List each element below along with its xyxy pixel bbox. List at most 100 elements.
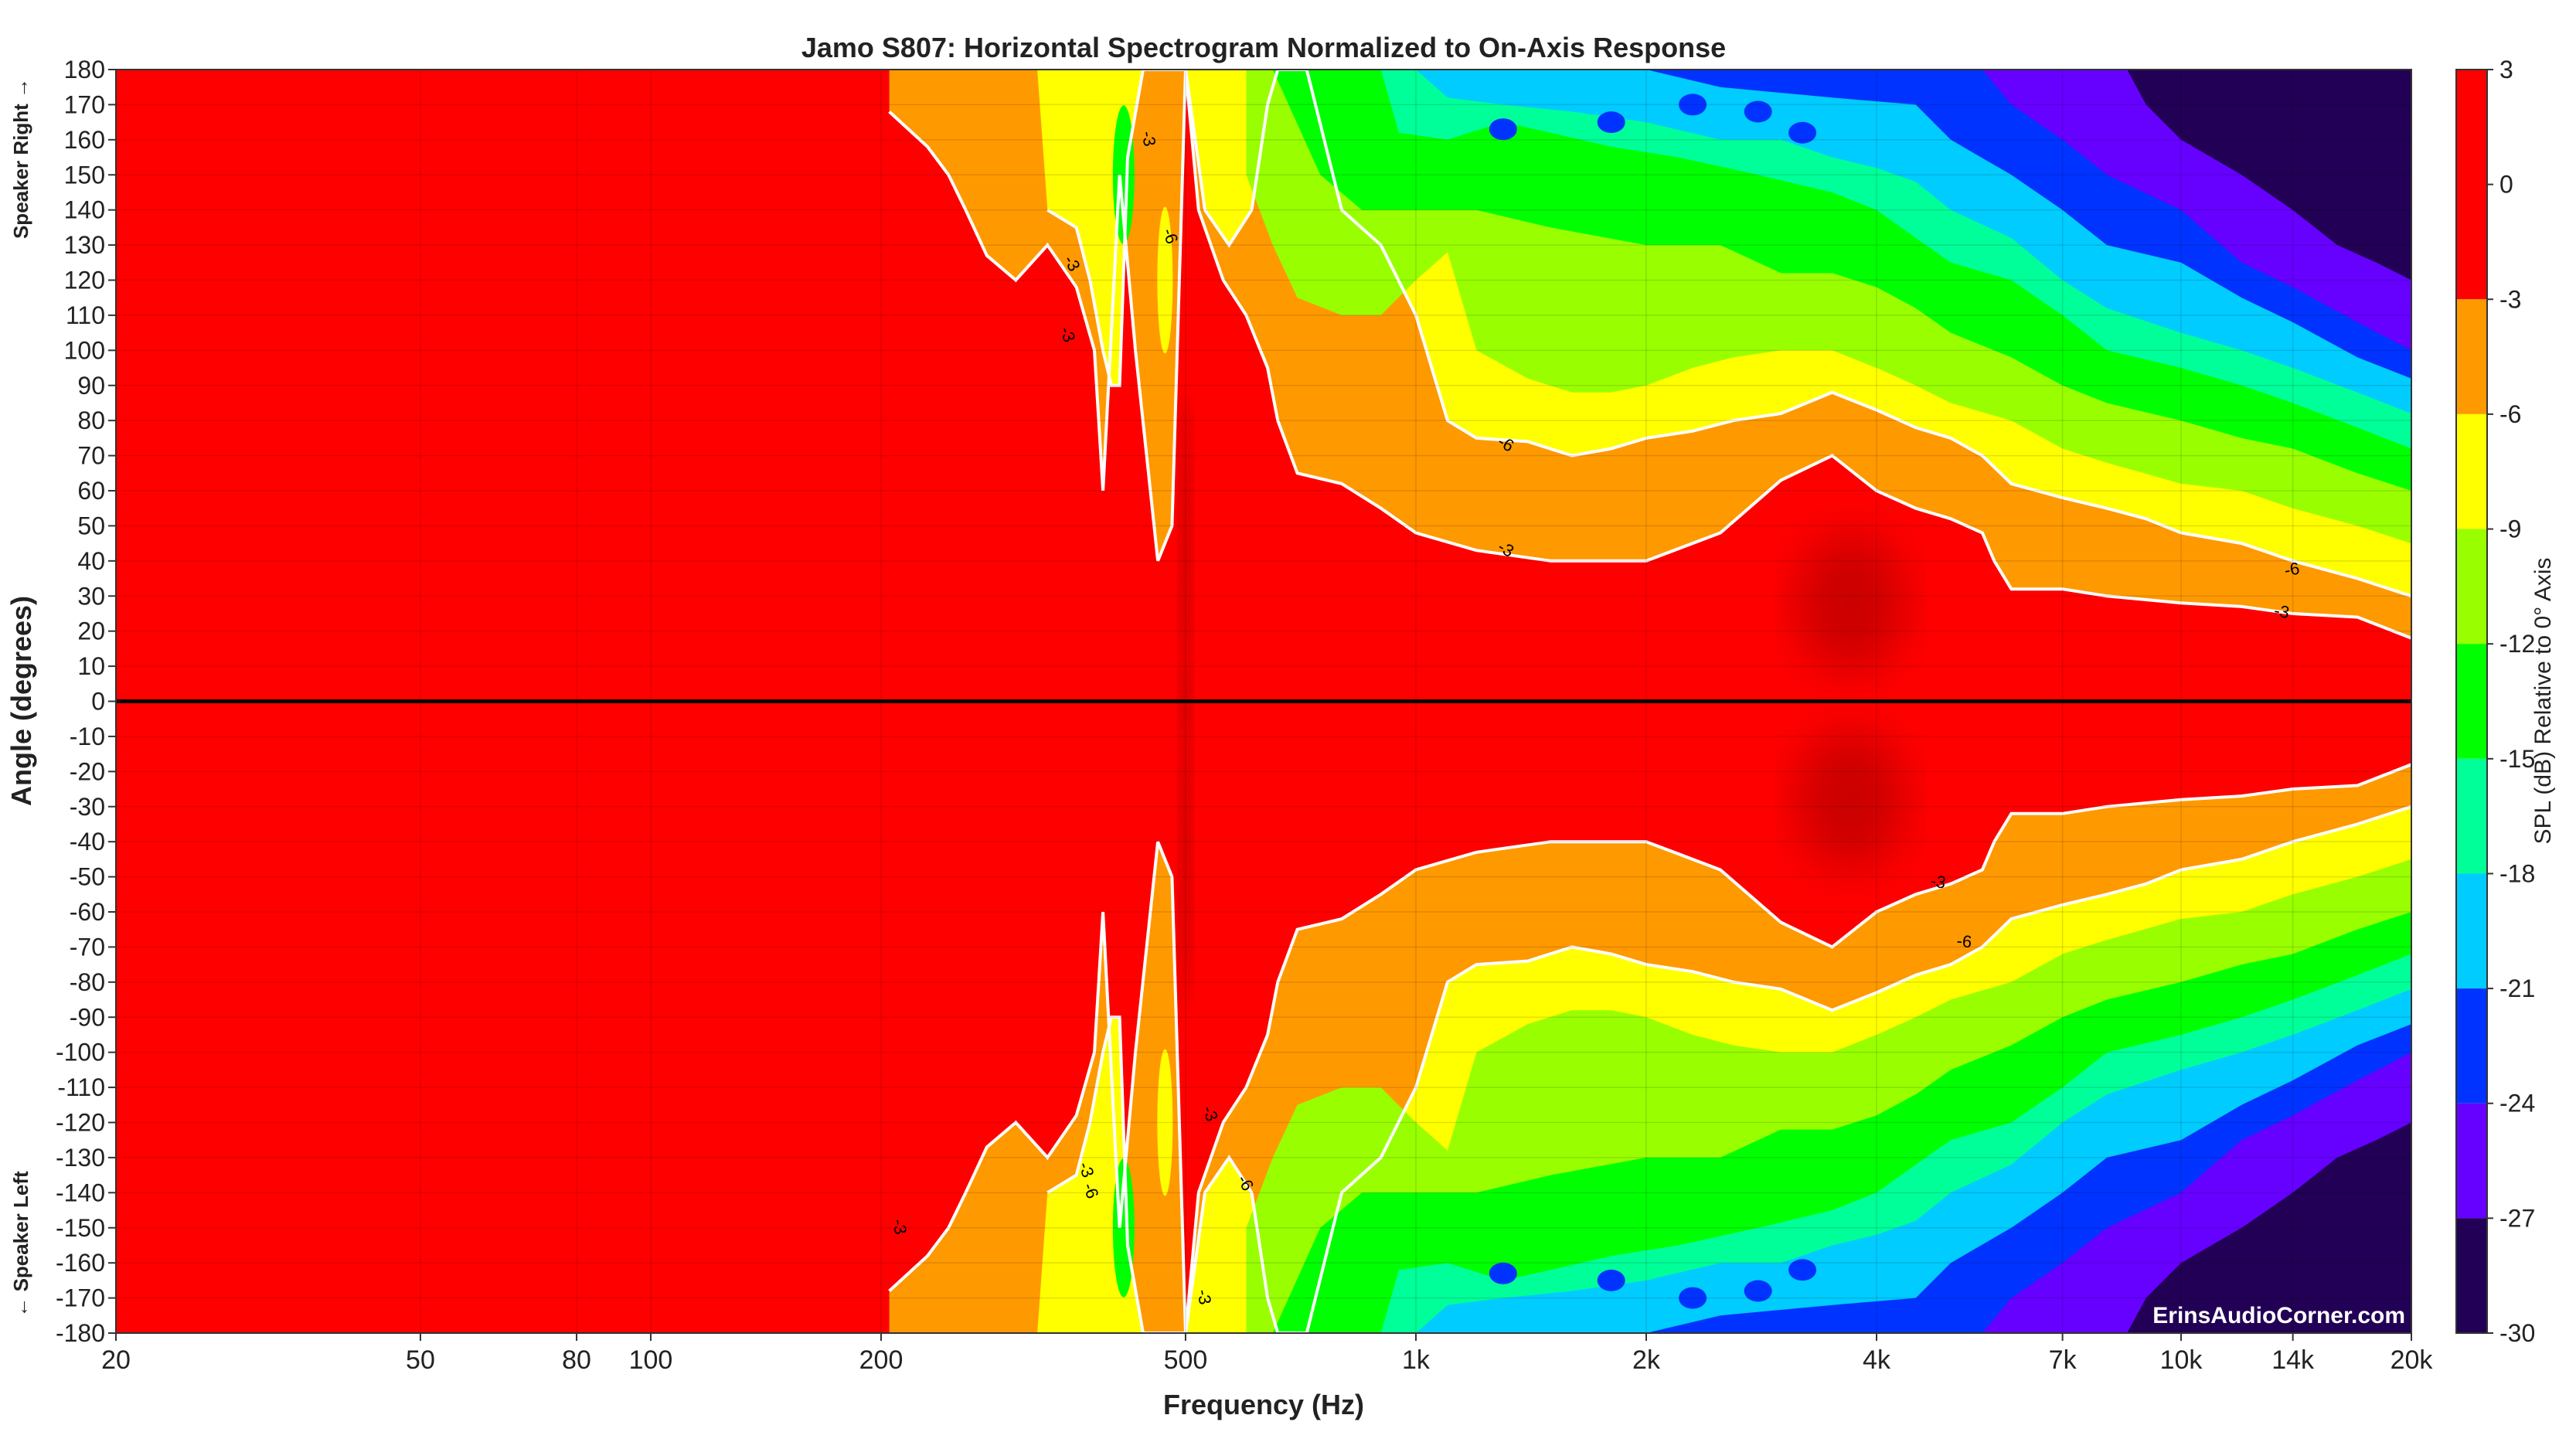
lobe-470hz-left	[1157, 1049, 1173, 1196]
y-tick-label: -50	[70, 863, 105, 891]
y-tick-label: 140	[64, 196, 105, 224]
y-tick-label: 0	[91, 688, 105, 716]
chart-title: Jamo S807: Horizontal Spectrogram Normal…	[801, 32, 1726, 63]
colorbar-segment	[2456, 988, 2487, 1104]
colorbar-frame	[2455, 69, 2488, 1334]
back-island-left-2	[1679, 1287, 1707, 1309]
colorbar-segment	[2456, 299, 2487, 414]
x-tick-label: 20	[101, 1345, 131, 1375]
colorbar-tick-label: -3	[2499, 285, 2521, 313]
colorbar-segment	[2456, 758, 2487, 874]
y-tick-label: -130	[56, 1144, 105, 1172]
colorbar-tick-label: -30	[2499, 1319, 2535, 1347]
x-tick-label: 20k	[2391, 1345, 2434, 1375]
colorbar-segment	[2456, 644, 2487, 759]
y-tick-label: 10	[77, 652, 105, 680]
back-island-right-3	[1744, 100, 1772, 123]
colorbar-label: SPL (dB) Relative to 0° Axis	[2530, 557, 2556, 844]
y-tick-label: -40	[70, 828, 105, 855]
colorbar-tick-label: 0	[2499, 171, 2513, 199]
contour-accents	[1112, 94, 1905, 1309]
x-axis-label: Frequency (Hz)	[1163, 1389, 1364, 1420]
y-tick-label: 90	[77, 372, 105, 400]
x-tick-label: 500	[1164, 1345, 1208, 1375]
speaker-right-label: Speaker Right →	[9, 78, 32, 239]
y-axis-label: Angle (degrees)	[5, 596, 37, 806]
y-tick-label: -160	[56, 1249, 105, 1277]
y-tick-label: -180	[56, 1319, 105, 1347]
hotspot-3700hz-left	[1796, 730, 1905, 869]
x-tick-label: 1k	[1402, 1345, 1431, 1375]
x-axis-ticks: 20 50 80 100 200 500 1k 2k 4k 7k 10k 14k 20k	[101, 1333, 2433, 1375]
colorbar-tick-label: -12	[2499, 630, 2535, 658]
y-tick-label: 130	[64, 231, 105, 259]
y-tick-label: -30	[70, 793, 105, 821]
y-tick-label: -110	[57, 1073, 105, 1101]
y-tick-label: -90	[70, 1003, 105, 1031]
y-tick-label: 170	[64, 90, 105, 118]
x-tick-label: 100	[629, 1345, 673, 1375]
colorbar-tick-label: -6	[2499, 400, 2521, 428]
contour-label: -3	[1138, 130, 1159, 148]
contour-label: -6	[2283, 559, 2302, 580]
back-island-left-0	[1489, 1262, 1517, 1284]
hotspot-500hz-left	[1179, 672, 1192, 1012]
y-tick-label: 40	[77, 547, 105, 575]
y-tick-label: 70	[77, 442, 105, 470]
back-island-left-4	[1788, 1259, 1817, 1281]
x-tick-label: 10k	[2160, 1345, 2203, 1375]
y-tick-label: 160	[64, 126, 105, 154]
y-tick-label: -100	[56, 1039, 105, 1066]
y-tick-label: 150	[64, 161, 105, 189]
colorbar-segment	[2456, 1218, 2487, 1333]
contour-line--3-right	[888, 70, 2411, 640]
band-minus27-to-minus30-right	[2127, 70, 2411, 281]
y-tick-label: 100	[64, 336, 105, 364]
x-tick-label: 2k	[1632, 1345, 1661, 1375]
back-island-right-2	[1679, 94, 1707, 116]
colorbar-tick-label: -9	[2499, 515, 2521, 543]
y-tick-label: -20	[70, 757, 105, 785]
colorbar-tick-label: -27	[2499, 1204, 2535, 1232]
y-tick-label: -60	[70, 898, 105, 926]
y-tick-label: -80	[70, 968, 105, 996]
contour-label: -3	[1929, 871, 1948, 893]
x-tick-label: 7k	[2049, 1345, 2077, 1375]
speaker-left-label: ← Speaker Left	[9, 1171, 32, 1318]
colorbar-segment	[2456, 1103, 2487, 1219]
y-tick-label: -140	[56, 1179, 105, 1206]
back-island-right-1	[1597, 111, 1625, 134]
colorbar-tick-label: -24	[2499, 1090, 2535, 1117]
colorbar-tick-label: -21	[2499, 975, 2535, 1002]
back-island-right-0	[1489, 118, 1517, 141]
y-tick-label: 80	[77, 406, 105, 434]
contour-label: -3	[2273, 600, 2292, 622]
back-island-right-4	[1788, 121, 1817, 144]
back-island-left-3	[1744, 1280, 1772, 1302]
y-tick-label: -10	[70, 723, 105, 750]
lobe-470hz-right	[1157, 206, 1173, 354]
plot-area: -3-3-3-6-3-6-3-6-3-3-6-3-6-3-3-6	[116, 70, 2411, 1333]
contour-line--3-left	[888, 763, 2411, 1333]
x-tick-label: 200	[859, 1345, 903, 1375]
y-tick-label: 180	[64, 56, 105, 83]
x-tick-label: 80	[562, 1345, 591, 1375]
contour-label: -6	[1956, 931, 1973, 952]
colorbar-tick-label: -15	[2499, 745, 2535, 773]
y-tick-label: 30	[77, 582, 105, 610]
colorbar-tick-label: 3	[2499, 56, 2513, 83]
contour-label: -3	[1193, 1287, 1215, 1306]
y-tick-label: -170	[56, 1284, 105, 1312]
y-axis-ticks: 1801701601501401301201101009080706050403…	[56, 56, 116, 1347]
y-tick-label: 110	[66, 301, 105, 329]
colorbar-segment	[2456, 873, 2487, 989]
contour-line--6-right	[1046, 70, 2411, 598]
colorbar-segment	[2456, 70, 2487, 300]
y-tick-label: -120	[56, 1109, 105, 1137]
colorbar-segment	[2456, 529, 2487, 645]
y-tick-label: 50	[77, 512, 105, 539]
band-minus27-to-minus30-left	[2127, 1122, 2411, 1333]
hotspot-3700hz-right	[1796, 533, 1905, 673]
x-tick-label: 14k	[2271, 1345, 2315, 1375]
